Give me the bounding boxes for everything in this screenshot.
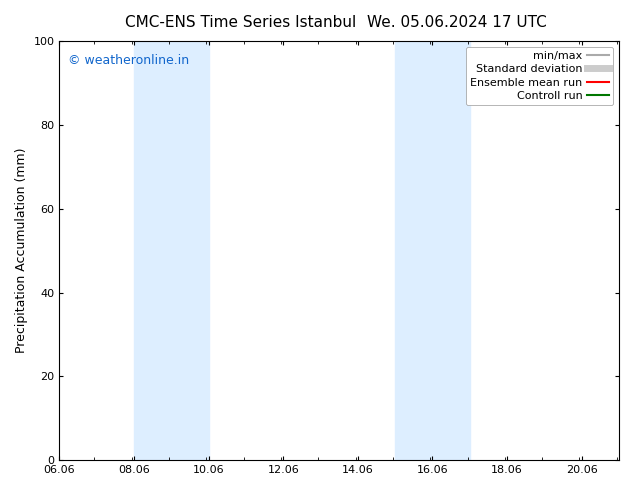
Text: CMC-ENS Time Series Istanbul: CMC-ENS Time Series Istanbul [126,15,356,30]
Bar [395,41,470,460]
Text: © weatheronline.in: © weatheronline.in [68,53,189,67]
Y-axis label: Precipitation Accumulation (mm): Precipitation Accumulation (mm) [15,148,28,353]
Legend: min/max, Standard deviation, Ensemble mean run, Controll run: min/max, Standard deviation, Ensemble me… [465,47,614,105]
Bar [134,41,209,460]
Text: We. 05.06.2024 17 UTC: We. 05.06.2024 17 UTC [366,15,547,30]
